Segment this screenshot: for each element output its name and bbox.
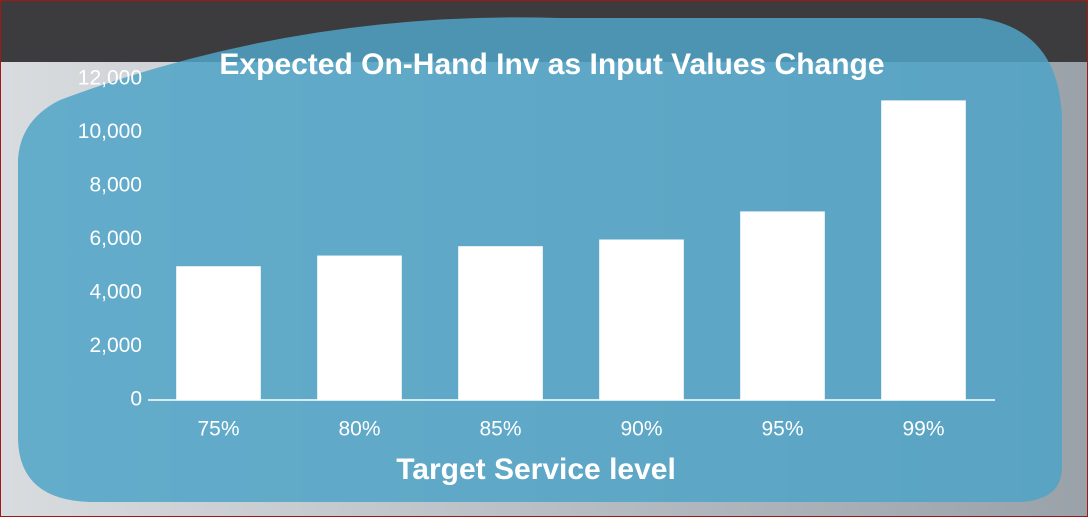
- x-tick-label: 80%: [338, 418, 380, 441]
- y-tick-label: 4,000: [89, 281, 142, 304]
- x-tick-label: 95%: [761, 418, 803, 441]
- y-tick-label: 12,000: [78, 67, 142, 90]
- x-axis-label: Target Service level: [396, 453, 676, 486]
- y-tick-label: 6,000: [89, 227, 142, 250]
- bar: [176, 266, 261, 400]
- bar: [740, 211, 825, 400]
- y-tick-label: 2,000: [89, 334, 142, 357]
- bar: [458, 246, 543, 400]
- bar: [881, 100, 966, 401]
- bar: [317, 255, 402, 400]
- x-tick-label: 99%: [902, 418, 944, 441]
- chart-title: Expected On-Hand Inv as Input Values Cha…: [219, 48, 884, 81]
- y-tick-label: 8,000: [89, 174, 142, 197]
- x-tick-label: 85%: [479, 418, 521, 441]
- y-tick-label: 0: [130, 388, 142, 411]
- x-tick-label: 75%: [197, 418, 239, 441]
- bar: [599, 239, 684, 400]
- y-tick-label: 10,000: [78, 120, 142, 143]
- x-tick-label: 90%: [620, 418, 662, 441]
